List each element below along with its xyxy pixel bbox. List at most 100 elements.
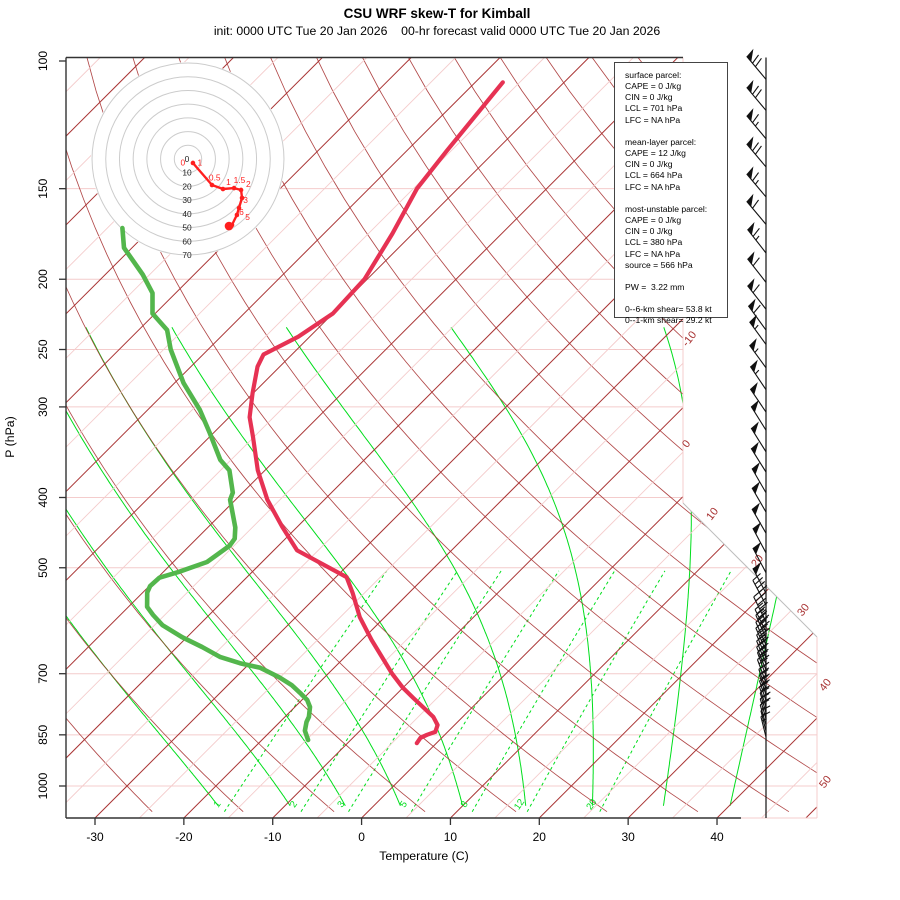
barb-feather: [760, 614, 770, 622]
barb-feather: [755, 593, 764, 602]
wind-barb: [752, 527, 767, 554]
barb-feather: [759, 693, 770, 700]
wind-barb: [750, 406, 767, 431]
wind-barb: [752, 547, 767, 574]
wind-barb: [749, 344, 767, 369]
barb-half-feather: [760, 636, 766, 641]
barb-feather: [757, 653, 767, 660]
barb-feather: [756, 628, 766, 636]
dry-adiabat: [219, 57, 817, 813]
barb-pennant: [752, 481, 760, 494]
hodograph-height-label: 6: [239, 207, 244, 217]
barb-half-feather: [754, 179, 759, 185]
barb-pennant: [747, 222, 755, 235]
hodograph-height-label: 1: [197, 158, 202, 168]
barb-pennant: [752, 462, 760, 475]
barb-feather: [759, 681, 769, 688]
x-tick-label: -10: [264, 830, 282, 844]
wind-barb: [749, 366, 767, 390]
barb-feather: [757, 597, 766, 606]
barb-feather: [754, 577, 763, 585]
moist-adiabat: [66, 327, 219, 807]
y-tick-label: 1000: [36, 772, 50, 799]
wind-barb: [747, 305, 767, 331]
mixing-ratio-label: 3: [335, 799, 347, 810]
barb-feather: [761, 691, 771, 698]
hodograph-point: [234, 212, 240, 218]
barb-feather: [759, 699, 770, 706]
barb-half-feather: [761, 674, 767, 679]
isotherm: [66, 57, 412, 818]
hodograph-ring: [118, 89, 258, 229]
y-tick-label: 300: [36, 397, 50, 417]
barb-half-feather: [755, 235, 760, 241]
info-box-line: [625, 271, 725, 282]
info-box-line: CIN = 0 J/kg: [625, 92, 673, 103]
barb-pennant: [747, 251, 755, 265]
barb-pennant: [749, 338, 757, 351]
barb-pennant: [752, 502, 760, 515]
barb-pennant: [746, 48, 754, 62]
y-tick-label: 200: [36, 269, 50, 289]
wind-barb: [751, 508, 767, 534]
barb-feather: [757, 632, 767, 640]
x-tick-label: 10: [444, 830, 458, 844]
isotherm: [66, 57, 456, 818]
barb-pennant: [751, 441, 759, 455]
isotherm: [450, 57, 817, 818]
barb-feather: [758, 650, 768, 658]
barb-feather: [754, 602, 764, 610]
mixing-ratio-lines: [223, 570, 732, 812]
barb-pennant: [746, 166, 754, 180]
barb-feather: [753, 589, 762, 598]
barb-feather: [759, 669, 769, 676]
wind-barb: [746, 201, 767, 225]
mixing-ratio-line: [300, 570, 458, 812]
barb-feather: [759, 601, 768, 610]
barb-feather: [760, 705, 771, 712]
wind-barbs: [746, 48, 771, 818]
hodograph-height-label: 2: [246, 179, 251, 189]
wind-barb: [747, 258, 767, 283]
barb-feather: [757, 612, 767, 620]
hodograph-ring-label: 20: [182, 181, 192, 191]
y-tick-label: 250: [36, 339, 50, 359]
isotherm: [494, 57, 817, 818]
dewpoint-curve: [120, 225, 313, 743]
barb-half-feather: [754, 369, 760, 375]
moist-adiabat: [66, 327, 346, 807]
y-tick-label: 500: [36, 557, 50, 577]
hodograph-ring-label: 70: [182, 250, 192, 260]
wind-barb: [746, 56, 767, 80]
dry-adiabat: [400, 57, 817, 813]
wind-barb: [746, 87, 767, 111]
barb-feather: [752, 142, 760, 152]
barb-feather: [752, 227, 760, 237]
mixing-ratio-label: 8: [459, 799, 471, 810]
isotherm-value-label: 40: [817, 677, 834, 694]
mixing-ratio-label: 5: [398, 799, 410, 810]
hodograph-height-label: 0: [180, 158, 185, 168]
barb-half-feather: [761, 712, 767, 716]
barb-feather: [759, 636, 769, 644]
barb-feather: [759, 629, 768, 637]
isotherm: [227, 57, 817, 818]
barb-feather: [760, 711, 771, 718]
barb-half-feather: [754, 348, 759, 353]
wind-barb: [751, 468, 767, 494]
barb-feather: [754, 145, 762, 155]
axes: -30 -20 -10 0 10 20 30 401001502002503004005007…: [36, 51, 741, 844]
barb-half-feather: [762, 686, 767, 690]
dry-adiabat: [66, 57, 426, 813]
barb-pennant: [750, 382, 758, 395]
barb-pennant: [746, 79, 754, 93]
barb-feather: [758, 663, 768, 670]
barb-feather: [760, 620, 770, 628]
info-box-line: CAPE = 0 J/kg: [625, 215, 682, 226]
hodograph-point: [231, 185, 237, 191]
hodograph-point: [236, 205, 242, 211]
wind-barb: [760, 710, 767, 732]
isotherm: [66, 57, 501, 818]
